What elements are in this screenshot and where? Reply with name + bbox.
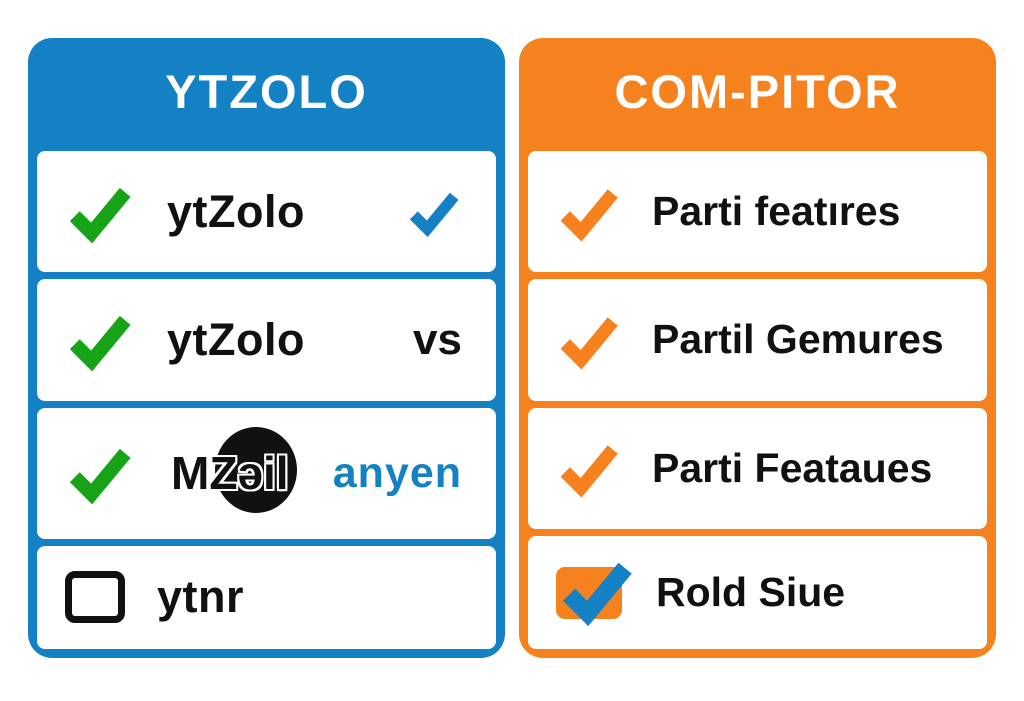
left-row-2: ytZolo vs: [37, 279, 496, 401]
left-row-2-label: ytZolo: [167, 313, 305, 365]
green-check-icon: [65, 305, 135, 375]
right-row-2-label: Partil Gemures: [652, 316, 944, 363]
left-comparison-card: YTZOLO ytZolo ytZolo vs: [28, 38, 505, 658]
left-row-4-label: ytnr: [157, 571, 245, 623]
left-row-3: MZəil anyen: [37, 407, 496, 539]
left-card-title: YTZOLO: [165, 64, 368, 118]
mzoil-logo-text: MZəil: [171, 447, 289, 500]
left-row-4: ytnr: [37, 545, 496, 649]
orange-check-icon: [556, 307, 622, 373]
blue-check-icon: [406, 184, 462, 240]
mzoil-logo: MZəil: [171, 427, 297, 514]
left-row-1-label: ytZolo: [167, 185, 305, 237]
green-check-icon: [65, 438, 135, 508]
orange-check-icon: [556, 435, 622, 501]
empty-checkbox: [65, 571, 125, 624]
anyen-label: anyen: [332, 448, 462, 497]
right-row-4: Rold Siue: [528, 535, 987, 649]
right-row-3-label: Parti Feataues: [652, 444, 933, 491]
green-check-icon: [65, 177, 135, 247]
left-row-1: ytZolo: [37, 151, 496, 273]
right-row-1-label: Parti featıres: [652, 188, 901, 235]
right-row-1: Parti featıres: [528, 151, 987, 273]
right-row-4-label: Rold Siue: [656, 568, 846, 615]
right-comparison-card: COM-PITOR Parti featıres Partil Gemures …: [519, 38, 996, 658]
right-card-title: COM-PITOR: [614, 64, 901, 118]
blue-check-icon: [558, 551, 636, 629]
logo-circle-icon: [215, 427, 297, 514]
right-row-2: Partil Gemures: [528, 279, 987, 401]
orange-check-icon: [556, 179, 622, 245]
vs-label: vs: [413, 314, 462, 364]
checked-checkbox: [556, 563, 632, 627]
right-row-3: Parti Feataues: [528, 407, 987, 529]
